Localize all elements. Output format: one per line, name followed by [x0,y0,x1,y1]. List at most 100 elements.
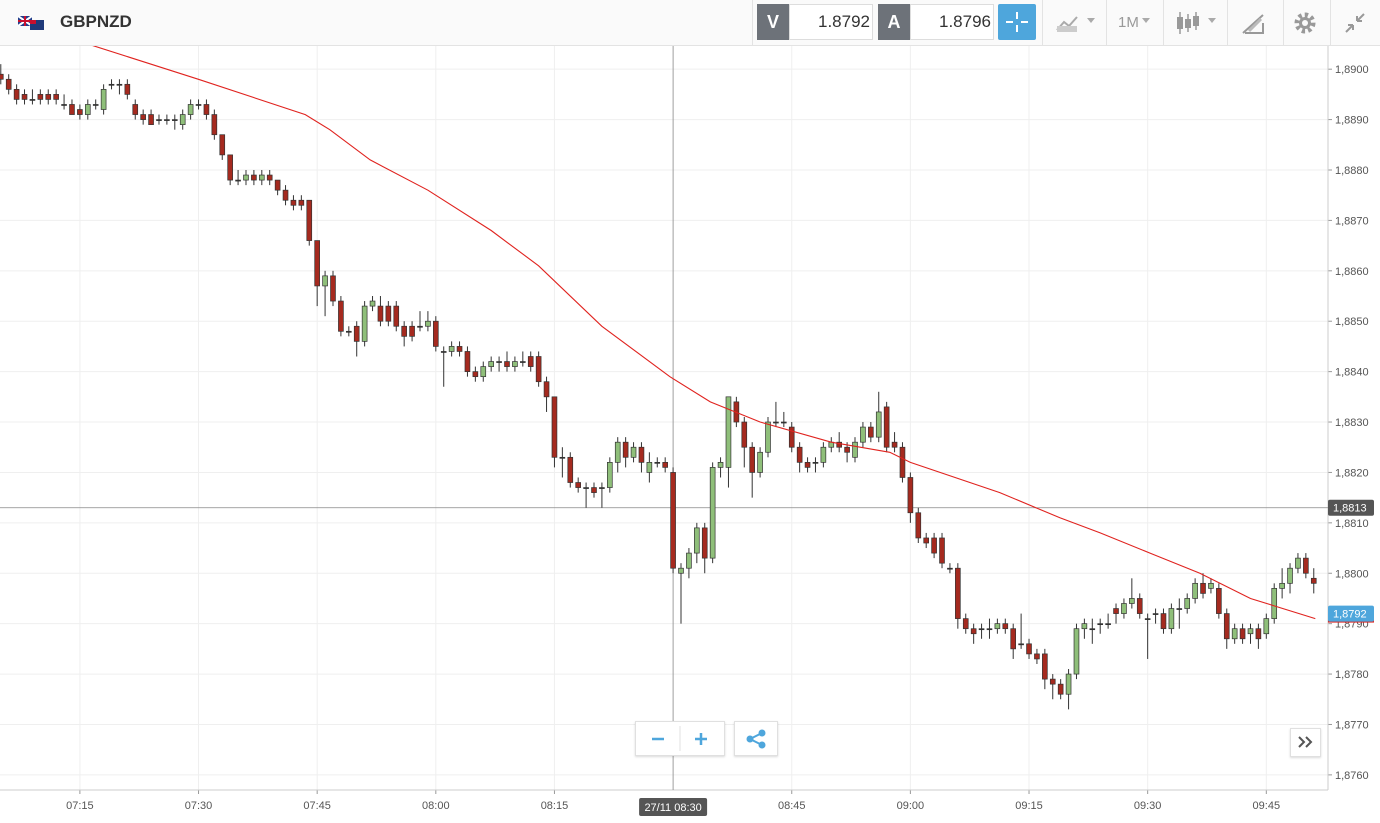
candle-body [29,99,36,101]
candle-body [306,199,313,241]
collapse-button[interactable] [1343,11,1367,35]
candle-body [274,179,281,191]
candle-body [1152,613,1159,615]
candle-body [1026,643,1032,655]
bid-price[interactable]: 1.8792 [789,4,873,40]
candle-body [1263,618,1270,635]
candle-body [84,104,91,115]
candle-body [915,512,922,539]
flag-icon [18,16,44,30]
candle-body [883,406,890,448]
candle-body [931,537,937,554]
candle-body [132,104,139,115]
ask-label[interactable]: A [878,4,910,40]
candle-body [852,441,858,458]
candle-body [567,456,574,483]
candle-body [1136,598,1143,614]
candle-body [369,300,376,307]
scroll-icon[interactable] [1291,729,1320,756]
candle-body [1010,628,1017,650]
y-tick-label: 1,8780 [1335,669,1369,681]
candle-body [978,628,985,631]
candle-style-button[interactable] [1176,10,1220,36]
candle-body [812,462,819,464]
settings-button[interactable] [1293,11,1317,35]
candle-body [164,119,170,121]
candle-body [171,119,178,121]
zoom-in[interactable] [695,733,707,745]
y-tick-label: 1,8810 [1335,518,1369,530]
candle-body [709,467,716,559]
candle-body [1057,683,1064,695]
candle-body [100,88,107,110]
candle-body [583,487,589,489]
candle-body [986,628,993,631]
candle-body [464,351,471,372]
zoom-icons[interactable] [636,722,724,755]
candle-body [1129,598,1135,604]
candle-body [559,456,566,459]
candle-body [45,94,52,100]
crosshair-time-box [639,798,708,816]
crosshair-button[interactable] [998,4,1036,40]
chart-type-button[interactable] [1055,12,1099,34]
candle-body [1073,628,1080,675]
bid-label[interactable]: V [757,4,789,40]
timeframe-caret[interactable] [1140,12,1154,32]
y-tick-label: 1,8860 [1335,266,1369,278]
candle-body [385,305,392,322]
x-tick-label: 08:00 [422,800,450,812]
candle-body [1176,608,1183,610]
candle-body [266,174,273,181]
candle-body [994,623,1001,630]
candle-body [749,446,755,473]
x-tick-label: 09:30 [1134,800,1162,812]
candle-body [788,426,795,448]
timeframe[interactable]: 1M [1118,14,1139,31]
last-price-box [1328,605,1374,622]
candle-body [433,320,439,347]
candle-body [646,462,653,473]
candle-body [472,371,479,378]
share-icon[interactable] [735,722,777,755]
candle-body [124,83,131,95]
candle-body [614,441,621,463]
candle-body [203,104,210,115]
candle-body [701,527,708,559]
candle-body [156,119,162,121]
candle-body [0,73,4,80]
candle-body [1200,582,1206,594]
candle-body [1097,623,1104,626]
candle-body [140,114,146,120]
candle-body [243,174,249,181]
y-tick-label: 1,8800 [1335,568,1369,580]
x-tick-label: 09:15 [1015,800,1043,812]
share-button[interactable] [734,721,778,756]
candle-body [717,462,724,468]
draw-button[interactable] [1241,11,1267,35]
ask-price[interactable]: 1.8796 [910,4,994,40]
candle-body [314,240,320,287]
candle-body [1255,628,1262,640]
candle-body [678,567,684,574]
scroll-to-latest[interactable] [1290,728,1321,757]
candle-body [346,330,352,333]
candle-body [844,446,850,453]
candle-body [804,462,811,468]
timeframe-button[interactable]: 1M [1118,14,1139,31]
candle-body [923,537,930,544]
candle-body [1034,653,1040,660]
candle-body [116,83,123,86]
candle-body [962,618,969,630]
candle-body [860,426,866,443]
candle-body [1295,557,1301,569]
candle-body [417,325,423,328]
candle-body [480,366,487,378]
toolbar: GBPNZD V 1.8792 A 1.8796 1M [0,0,1380,46]
candle-body [425,320,431,327]
zoom-controls [635,721,725,756]
candle-body [219,134,226,156]
candle-body [393,305,400,327]
candle-body [456,346,463,352]
